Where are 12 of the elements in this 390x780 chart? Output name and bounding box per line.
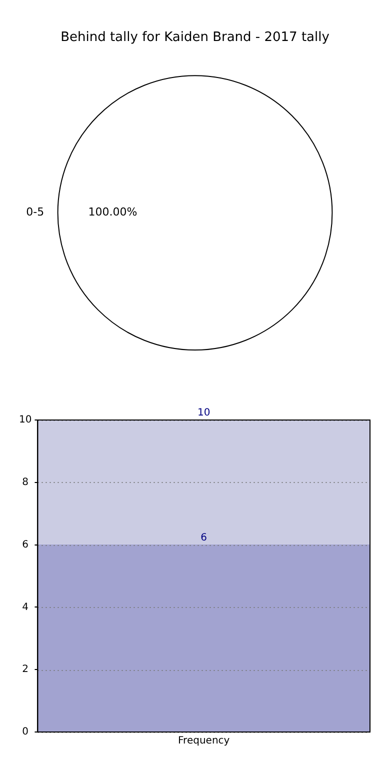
total-label: 10 bbox=[197, 408, 210, 419]
y-tick-label: 2 bbox=[22, 664, 29, 676]
chart-title: Behind tally for Kaiden Brand - 2017 tally bbox=[60, 30, 330, 46]
y-tick-label: 10 bbox=[18, 414, 32, 426]
y-tick-label: 8 bbox=[22, 476, 29, 488]
y-tick-label: 0 bbox=[22, 726, 29, 738]
data-label: 6 bbox=[200, 532, 208, 544]
x-tick-label: Frequency bbox=[178, 736, 230, 747]
slice-label: 0-5 bbox=[26, 206, 44, 219]
y-tick-label: 4 bbox=[22, 602, 29, 613]
y-tick-label: 6 bbox=[22, 539, 29, 550]
data-label: 100.00% bbox=[88, 206, 138, 219]
